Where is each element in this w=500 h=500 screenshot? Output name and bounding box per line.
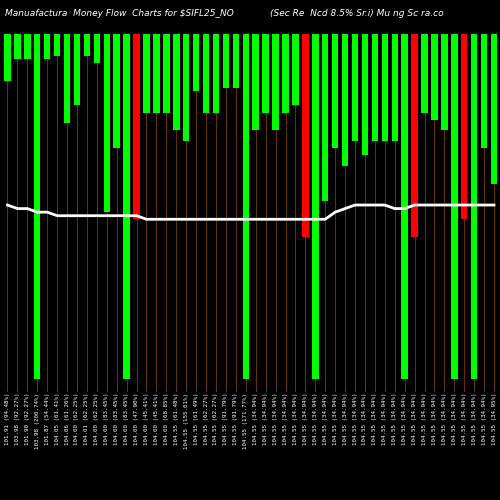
Bar [74, 34, 80, 106]
Bar [362, 34, 368, 155]
Bar [153, 34, 160, 112]
Bar [203, 34, 209, 112]
Bar [372, 34, 378, 141]
Bar [422, 34, 428, 112]
Bar [431, 34, 438, 119]
Bar [34, 34, 40, 380]
Text: (Sec Re  Ncd 8.5% Sr.i) Mu ng Sc ra.co: (Sec Re Ncd 8.5% Sr.i) Mu ng Sc ra.co [270, 9, 444, 18]
Bar [451, 34, 458, 380]
Bar [24, 34, 30, 59]
Bar [94, 34, 100, 62]
Bar [332, 34, 338, 148]
Bar [392, 34, 398, 141]
Bar [272, 34, 279, 130]
Bar [242, 34, 249, 380]
Bar [412, 34, 418, 237]
Bar [193, 34, 200, 91]
Bar [312, 34, 318, 380]
Bar [134, 34, 140, 220]
Bar [213, 34, 219, 112]
Bar [282, 34, 288, 112]
Bar [322, 34, 328, 202]
Text: Manuafactura  Money Flow  Charts for $SIFL25_NO: Manuafactura Money Flow Charts for $SIFL… [5, 9, 234, 18]
Bar [352, 34, 358, 141]
Bar [491, 34, 498, 184]
Bar [232, 34, 239, 88]
Bar [183, 34, 190, 141]
Bar [481, 34, 488, 148]
Bar [144, 34, 150, 112]
Bar [382, 34, 388, 141]
Bar [402, 34, 408, 380]
Bar [173, 34, 180, 130]
Bar [84, 34, 90, 56]
Bar [163, 34, 170, 112]
Bar [114, 34, 120, 148]
Bar [222, 34, 229, 88]
Bar [64, 34, 70, 123]
Bar [4, 34, 10, 80]
Bar [292, 34, 298, 106]
Bar [54, 34, 60, 56]
Bar [262, 34, 269, 112]
Bar [252, 34, 259, 130]
Bar [441, 34, 448, 130]
Bar [14, 34, 20, 59]
Bar [302, 34, 308, 237]
Bar [104, 34, 110, 212]
Bar [461, 34, 468, 220]
Bar [44, 34, 51, 59]
Bar [471, 34, 478, 380]
Bar [124, 34, 130, 380]
Bar [342, 34, 348, 166]
